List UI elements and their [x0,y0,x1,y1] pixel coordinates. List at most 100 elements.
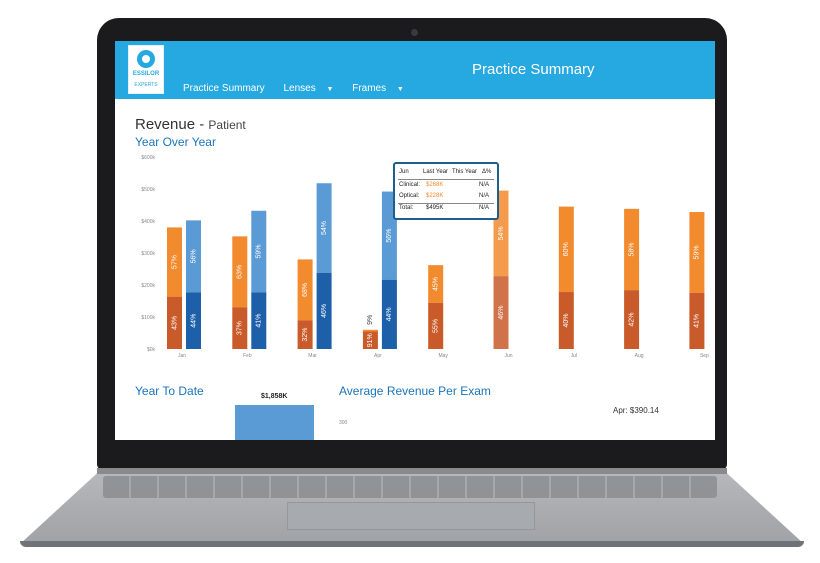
eye-logo-icon [137,50,155,68]
brand-sub: EXPERTS [134,82,158,88]
bar-optical [232,236,248,308]
section-title-yoy: Year Over Year [135,135,216,149]
page-subtitle: Patient [208,118,246,132]
y-tick-label: $100k [141,315,155,321]
data-label-optical: 68% [302,283,309,297]
x-tick-label: Sep [700,353,709,359]
data-label-clinical: 55% [433,319,440,333]
x-tick-label: May [438,353,448,359]
data-label-clinical: 44% [386,307,393,321]
tooltip-row-optical: Optical: $228K N/A [399,193,490,199]
tooltip-row-total: Total: $495K N/A [399,205,490,211]
data-label-clinical: 40% [563,314,570,328]
data-label-optical: 57% [171,255,178,269]
laptop-front-edge [20,541,804,547]
bar-clinical [186,292,201,349]
keyboard [103,476,717,498]
bar-clinical [689,292,705,349]
y-tick-label: $500k [141,187,155,193]
data-label-optical: 59% [694,245,701,259]
data-label-optical: 58% [628,242,635,256]
section-title-avg: Average Revenue Per Exam [339,384,491,398]
data-label-optical: 54% [321,221,328,235]
bar-clinical [558,292,574,349]
bar-clinical [381,279,397,349]
data-label-optical: 45% [433,277,440,291]
x-tick-label: Jan [178,353,186,359]
nav-practice-summary[interactable]: Practice Summary [183,83,265,94]
data-label-clinical: 32% [302,328,309,342]
ytd-bar [235,405,314,440]
header-bar: ESSILOR EXPERTS Practice Summary Practic… [115,41,715,99]
ytd-value-label: $1,858K [261,393,288,400]
y-tick-label: $300k [141,251,155,257]
nav-frames-dropdown[interactable]: Frames ▼ [352,83,404,94]
laptop-hinge [97,468,727,474]
x-tick-label: Jul [571,353,577,359]
tooltip-divider [398,203,494,204]
y-tick-label: $200k [141,283,155,289]
touchpad [287,502,535,530]
bar-optical [251,210,267,293]
bar-clinical [232,307,248,349]
chart-tooltip: Jun Last Year This Year Δ% Clinical: $26… [393,162,499,220]
main-content: Revenue - Patient Year Over Year $0k $100… [115,99,715,440]
yoy-chart: $0k $100k $200k $300k $400k $500k $600k Jan Feb M… [141,155,709,359]
bar-clinical [251,292,267,349]
bar-clinical [316,272,332,349]
x-tick-label: Aug [635,353,644,359]
screen: ESSILOR EXPERTS Practice Summary Practic… [115,41,715,440]
bar-optical [428,265,444,303]
data-label-clinical: 43% [171,316,178,330]
data-label-clinical: 37% [237,321,244,335]
tooltip-divider [398,179,494,180]
bar-clinical [428,302,444,349]
data-label-optical: 9% [367,315,374,325]
page-title: Revenue - Patient [135,116,246,133]
tooltip-header: Jun Last Year This Year Δ% [399,169,492,175]
bar-optical [167,227,182,297]
bar-optical [558,206,574,293]
bar-optical [186,220,201,293]
x-tick-label: Feb [243,353,252,359]
tooltip-row-clinical: Clinical: $268K N/A [399,182,490,188]
data-label-optical: 60% [563,242,570,256]
data-label-optical: 59% [256,245,263,259]
app-title: Practice Summary [472,61,595,78]
data-label-clinical: 41% [256,314,263,328]
data-label-optical: 56% [190,249,197,263]
caret-down-icon: ▼ [326,86,334,93]
bar-clinical [624,290,640,349]
avg-y-tick: 300 [339,420,348,426]
caret-down-icon: ▼ [396,86,404,93]
bar-clinical [362,331,378,349]
brand-logo[interactable]: ESSILOR EXPERTS [128,45,164,94]
bar-optical [624,208,640,291]
y-tick-label: $0k [147,347,156,353]
bar-optical [316,183,332,273]
webcam [411,29,418,36]
bar-optical [362,329,378,332]
data-label-clinical: 42% [628,313,635,327]
data-label-clinical: 41% [694,314,701,328]
data-label-clinical: 46% [498,306,505,320]
brand-name: ESSILOR [132,71,160,77]
avg-annotation: Apr: $390.14 [613,406,659,415]
bar-clinical [297,320,313,349]
data-label-optical: 56% [386,229,393,243]
data-label-optical: 63% [237,265,244,279]
x-tick-label: Apr [374,353,382,359]
x-tick-label: Mar [308,353,317,359]
data-label-optical: 54% [498,226,505,240]
data-label-clinical: 46% [321,304,328,318]
y-tick-label: $400k [141,219,155,225]
x-tick-label: Jun [504,353,512,359]
y-tick-label: $600k [141,155,155,161]
section-title-ytd: Year To Date [135,384,204,398]
bar-clinical [493,276,509,349]
data-label-clinical: 91% [367,333,374,347]
data-label-clinical: 44% [190,314,197,328]
nav-lenses-dropdown[interactable]: Lenses ▼ [283,83,334,94]
main-nav: Practice Summary Lenses ▼ Frames ▼ [183,83,420,94]
bar-optical [689,212,705,293]
